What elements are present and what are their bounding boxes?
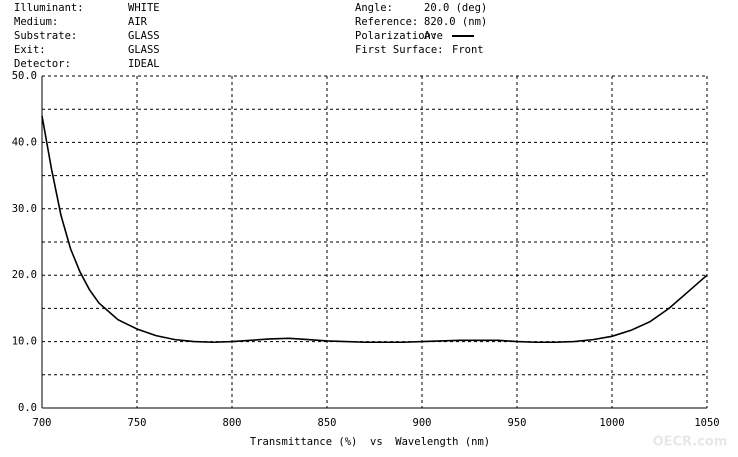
info-label: Substrate: — [14, 30, 77, 42]
x-tick-label: 850 — [318, 417, 337, 429]
watermark: OECR.com — [653, 435, 728, 450]
y-tick-label: 50.0 — [12, 70, 37, 82]
info-value: 820.0 (nm) — [424, 16, 487, 28]
x-tick-label: 950 — [508, 417, 527, 429]
x-tick-label: 900 — [413, 417, 432, 429]
info-value: GLASS — [128, 30, 160, 42]
y-tick-label: 40.0 — [12, 136, 37, 148]
x-tick-label: 700 — [33, 417, 52, 429]
info-label: Polarization: — [355, 30, 437, 42]
info-value: Front — [452, 44, 484, 56]
info-value: 20.0 (deg) — [424, 2, 487, 14]
x-axis-label: Transmittance (%) vs Wavelength (nm) — [250, 436, 490, 448]
x-tick-label: 750 — [128, 417, 147, 429]
y-tick-label: 30.0 — [12, 203, 37, 215]
y-tick-label: 0.0 — [18, 402, 37, 414]
info-label: Illuminant: — [14, 2, 84, 14]
y-tick-label: 10.0 — [12, 336, 37, 348]
info-label: Angle: — [355, 2, 393, 14]
info-value: AIR — [128, 16, 148, 28]
info-label: Detector: — [14, 58, 71, 70]
info-label: Medium: — [14, 16, 58, 28]
info-label: Exit: — [14, 44, 46, 56]
x-tick-label: 800 — [223, 417, 242, 429]
info-value: WHITE — [128, 2, 160, 14]
info-label: Reference: — [355, 16, 418, 28]
x-tick-label: 1050 — [694, 417, 719, 429]
info-label: First Surface: — [355, 44, 444, 56]
y-tick-label: 20.0 — [12, 269, 37, 281]
data-line — [41, 115, 708, 344]
info-value: IDEAL — [128, 58, 160, 70]
x-tick-label: 1000 — [599, 417, 624, 429]
info-value: GLASS — [128, 44, 160, 56]
legend-label: Ave — [424, 30, 443, 42]
